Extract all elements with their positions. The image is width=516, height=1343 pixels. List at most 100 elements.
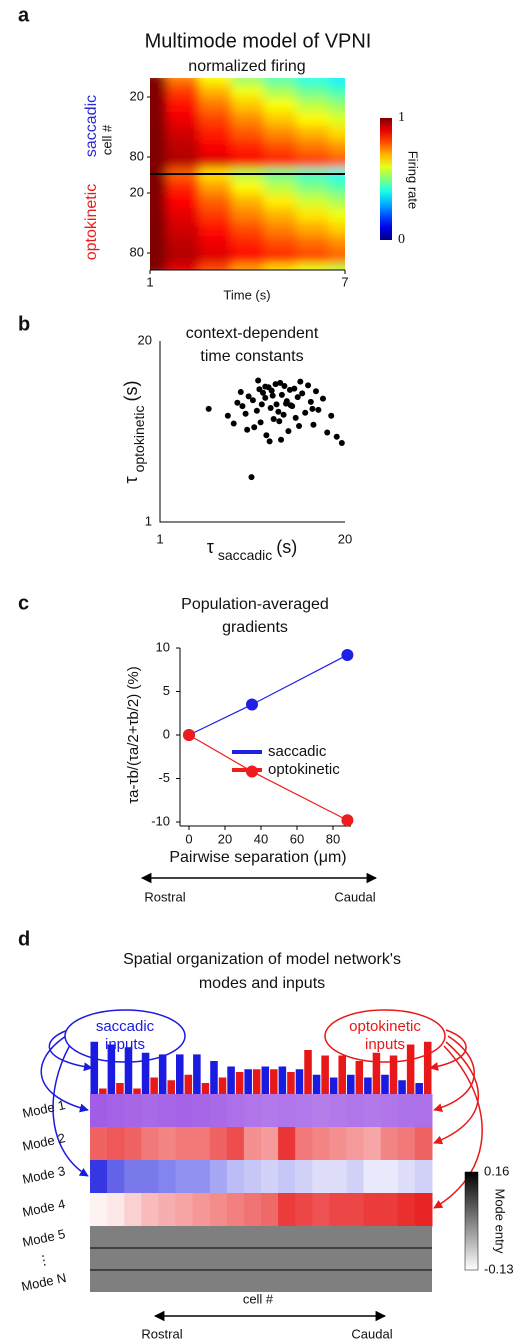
y-tick-label: 20 [138, 332, 152, 347]
point [248, 474, 255, 481]
input-bar [124, 1047, 133, 1094]
mode-cell [278, 1127, 296, 1161]
mode-cell [295, 1094, 313, 1128]
mode-cell [397, 1127, 416, 1161]
heat-cell [150, 208, 167, 223]
mode-cell [346, 1127, 365, 1161]
input-bar [218, 1077, 227, 1094]
mode-cell [175, 1160, 194, 1194]
point [205, 405, 212, 412]
heatmap-cells [150, 78, 345, 270]
point [257, 419, 264, 426]
heat-cell [296, 180, 330, 195]
mode-label: Mode 3 [21, 1163, 67, 1187]
heat-cell [263, 126, 297, 141]
mode-cell [380, 1127, 399, 1161]
y-axis-label: cell # [99, 124, 114, 155]
point [262, 383, 269, 390]
input-bar [321, 1055, 329, 1094]
mode-cell [414, 1127, 433, 1161]
mode-cell [124, 1094, 142, 1128]
input-bar [184, 1074, 193, 1094]
y-tick-label: 5 [163, 683, 170, 698]
point [291, 385, 298, 392]
y-tick-label: -10 [151, 813, 170, 828]
mode-cell [141, 1127, 159, 1161]
point [307, 398, 314, 405]
input-bar [423, 1041, 432, 1094]
heat-cell [296, 84, 330, 99]
point [294, 394, 301, 401]
mode-cell [312, 1160, 330, 1194]
heat-cell [198, 78, 232, 85]
x-axis-label: Pairwise separation (μm) [169, 849, 346, 866]
mode-cell [329, 1193, 347, 1227]
x-axis-label: cell # [243, 1291, 274, 1306]
y-tick-label: 20 [130, 184, 144, 199]
heat-cell [296, 140, 330, 155]
input-bar [107, 1044, 116, 1094]
point [296, 422, 303, 429]
heat-cell [296, 126, 330, 141]
heat-cell [198, 180, 232, 195]
mode-cell [107, 1127, 125, 1161]
input-bar [210, 1061, 218, 1094]
heat-cell [296, 154, 330, 168]
mode-cell [312, 1127, 330, 1161]
heat-cell [231, 208, 265, 223]
point [270, 416, 277, 423]
point [319, 395, 326, 402]
x-tick-label: 20 [338, 531, 352, 546]
heat-cell [198, 194, 232, 209]
mode-cell [329, 1127, 347, 1161]
heat-cell [231, 112, 265, 127]
mode-cell [414, 1094, 433, 1128]
mode-cell [295, 1193, 313, 1227]
axes [179, 648, 351, 827]
point [328, 412, 335, 419]
mode-label: Mode 5 [21, 1226, 67, 1250]
marker [183, 729, 195, 741]
mode-cell [192, 1127, 211, 1161]
colorbar-tick: 1 [398, 110, 405, 125]
heat-cell [198, 112, 232, 127]
point [258, 401, 265, 408]
block-label: optokinetic [83, 184, 100, 261]
y-tick-label: 80 [130, 148, 144, 163]
mode-cell [90, 1094, 108, 1128]
mode-cell [209, 1127, 228, 1161]
point [255, 377, 262, 384]
heat-cell [263, 98, 297, 113]
point [273, 401, 280, 408]
mode-cell [141, 1094, 159, 1128]
mode-cell [158, 1193, 176, 1227]
other-modes [90, 1226, 432, 1292]
mode-cell [414, 1160, 433, 1194]
heat-cell [328, 98, 345, 113]
mode-cell [346, 1160, 365, 1194]
chart-title: context-dependent [186, 325, 319, 342]
mode-cell [226, 1193, 245, 1227]
heat-cell [166, 208, 200, 223]
heat-cell [150, 112, 167, 127]
input-bar [355, 1061, 364, 1094]
direction-label: Caudal [334, 889, 375, 904]
heat-cell [231, 222, 265, 237]
heat-cell [296, 194, 330, 209]
heat-cell [328, 84, 345, 99]
mode-cell [295, 1127, 313, 1161]
heat-cell [150, 194, 167, 209]
mode-cell [175, 1127, 194, 1161]
chart-title: Spatial organization of model network's [123, 951, 401, 968]
input-bar [347, 1074, 355, 1094]
heat-cell [198, 250, 232, 264]
heat-cell [198, 98, 232, 113]
axis-label-part: optokinetic [131, 405, 147, 472]
mode-cell [397, 1160, 416, 1194]
heat-cell [150, 222, 167, 237]
heat-cell [328, 140, 345, 155]
mode-cell [278, 1160, 296, 1194]
heat-cell [166, 140, 200, 155]
mode-cell [243, 1094, 262, 1128]
point [266, 438, 273, 445]
